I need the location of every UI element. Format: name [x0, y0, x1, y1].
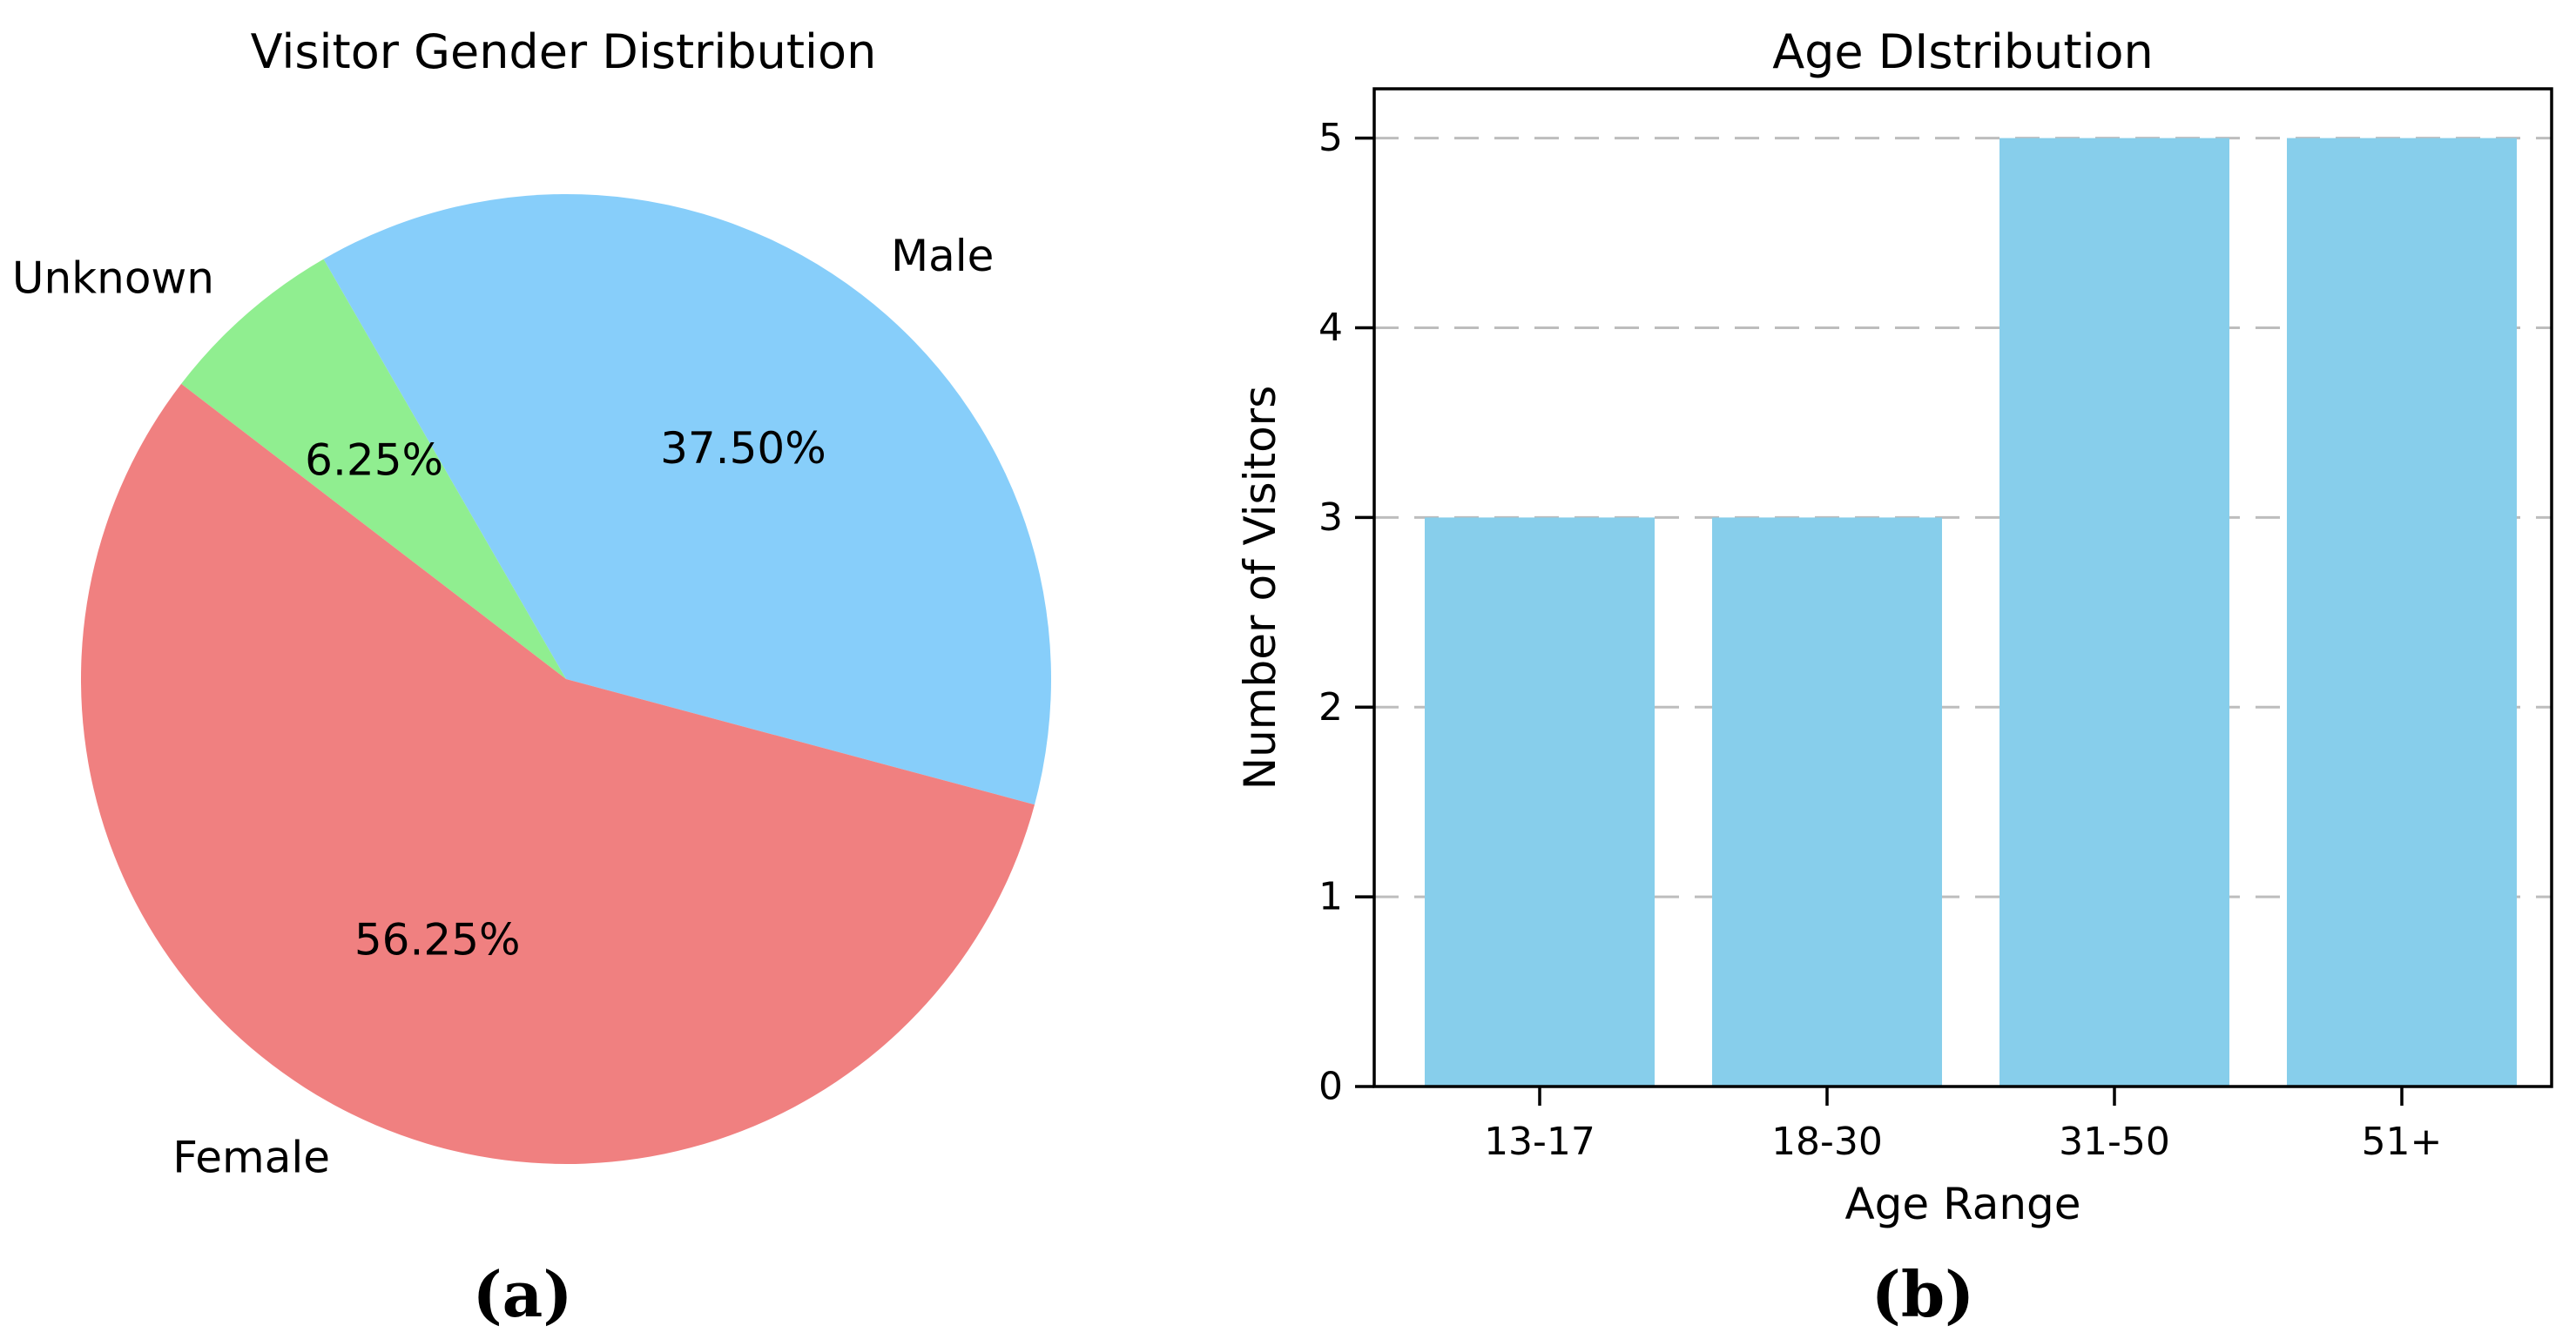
y-tick-label-1: 1 — [1318, 875, 1343, 919]
bar-31-50 — [1999, 138, 2229, 1087]
pie-slice-male — [323, 193, 1051, 805]
y-axis-label: Number of Visitors — [1235, 386, 1285, 791]
x-tick-label-31-50: 31-50 — [2059, 1120, 2170, 1164]
caption-b: (b) — [1871, 1257, 1974, 1331]
pie-slice-unknown — [181, 259, 566, 679]
bar-51+ — [2287, 138, 2517, 1087]
y-tick-label-5: 5 — [1318, 116, 1343, 160]
bar-18-30 — [1712, 517, 1942, 1087]
caption-a: (a) — [473, 1257, 573, 1331]
pie-chart-title: Visitor Gender Distribution — [251, 24, 877, 79]
y-tick-label-2: 2 — [1318, 685, 1343, 730]
pie-pct-male: 37.50% — [660, 423, 826, 474]
bar-chart-title: Age DIstribution — [1772, 24, 2154, 79]
pie-label-unknown: Unknown — [12, 252, 214, 303]
y-tick-label-4: 4 — [1318, 306, 1343, 350]
pie-pct-unknown: 6.25% — [305, 435, 443, 486]
y-tick-label-3: 3 — [1318, 495, 1343, 540]
pie-pct-female: 56.25% — [354, 915, 521, 966]
pie-slices-layer: Male 37.50% Unknown 6.25% Female 56.25% — [12, 193, 1051, 1183]
bar-ticks-layer: 0 1 2 3 4 5 13-17 18-30 31-50 51+ — [1318, 116, 2442, 1164]
pie-slice-female — [80, 383, 1035, 1164]
x-tick-label-13-17: 13-17 — [1484, 1120, 1595, 1164]
pie-label-female: Female — [172, 1133, 330, 1183]
bar-axes-frame — [1372, 87, 2553, 1088]
x-tick-label-18-30: 18-30 — [1771, 1120, 1883, 1164]
x-tick-label-51+: 51+ — [2362, 1120, 2443, 1164]
y-tick-label-0: 0 — [1318, 1065, 1343, 1109]
bar-chart-panel: Age DIstribution 0 1 2 3 4 5 13-17 18-30 31-50 51… — [1235, 24, 2553, 1229]
x-axis-label: Age Range — [1844, 1179, 2080, 1229]
pie-chart-panel: Visitor Gender Distribution Male 37.50% Un… — [12, 24, 1051, 1183]
bar-13-17 — [1425, 517, 1655, 1087]
pie-label-male: Male — [891, 231, 994, 281]
bar-series-layer — [1425, 138, 2517, 1087]
